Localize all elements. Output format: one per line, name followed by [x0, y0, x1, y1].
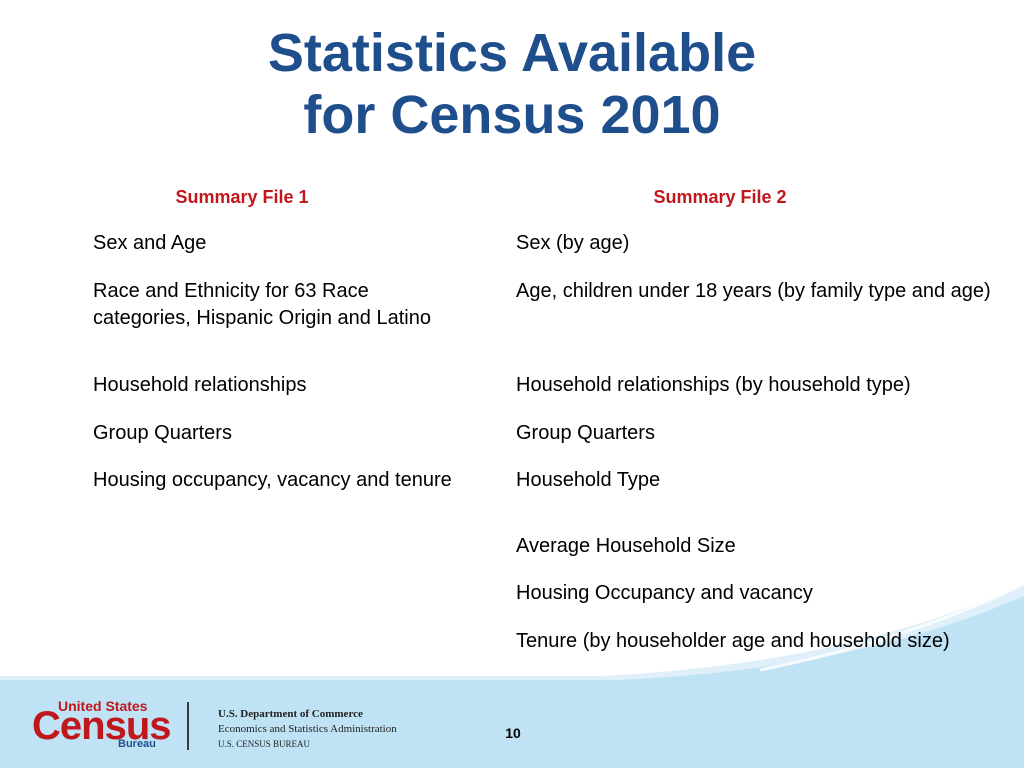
sf2-item-sex-by-age: Sex (by age) [516, 232, 630, 254]
sf2-item-average-household-size: Average Household Size [516, 535, 736, 557]
logo-census: Census [32, 704, 171, 748]
dept-line-3: U.S. CENSUS BUREAU [218, 739, 311, 749]
sf1-item-household-relationships: Household relationships [93, 374, 307, 396]
sf2-item-tenure: Tenure (by householder age and household… [516, 630, 950, 652]
sf1-item-sex-age: Sex and Age [93, 232, 207, 254]
logo-united-states: United States [58, 698, 148, 714]
sf2-item-housing-occupancy: Housing Occupancy and vacancy [516, 582, 813, 604]
summary-file-1-header: Summary File 1 [175, 187, 309, 207]
sf2-item-age-children: Age, children under 18 years (by family … [516, 280, 991, 302]
page-number: 10 [505, 725, 521, 741]
footer-divider [187, 702, 189, 750]
sf2-item-group-quarters: Group Quarters [516, 422, 655, 444]
sf1-item-race-ethnicity: Race and Ethnicity for 63 Race categorie… [93, 280, 431, 329]
sf1-item-housing-occupancy: Housing occupancy, vacancy and tenure [93, 469, 452, 491]
title-line-2: for Census 2010 [303, 85, 721, 145]
dept-line-2: Economics and Statistics Administration [218, 723, 397, 735]
sf2-item-household-type: Household Type [516, 469, 661, 491]
census-bureau-logo: United States Census Bureau [32, 698, 171, 752]
page-title: Statistics Available for Census 2010 [0, 22, 1024, 146]
title-line-1: Statistics Available [267, 23, 757, 83]
sf1-item-group-quarters: Group Quarters [93, 422, 232, 444]
summary-file-2-header: Summary File 2 [653, 187, 787, 207]
dept-line-1: U.S. Department of Commerce [218, 708, 363, 720]
sf2-item-household-relationships: Household relationships (by household ty… [516, 374, 911, 396]
department-info: U.S. Department of Commerce Economics an… [218, 707, 397, 752]
logo-bureau: Bureau [118, 738, 156, 750]
